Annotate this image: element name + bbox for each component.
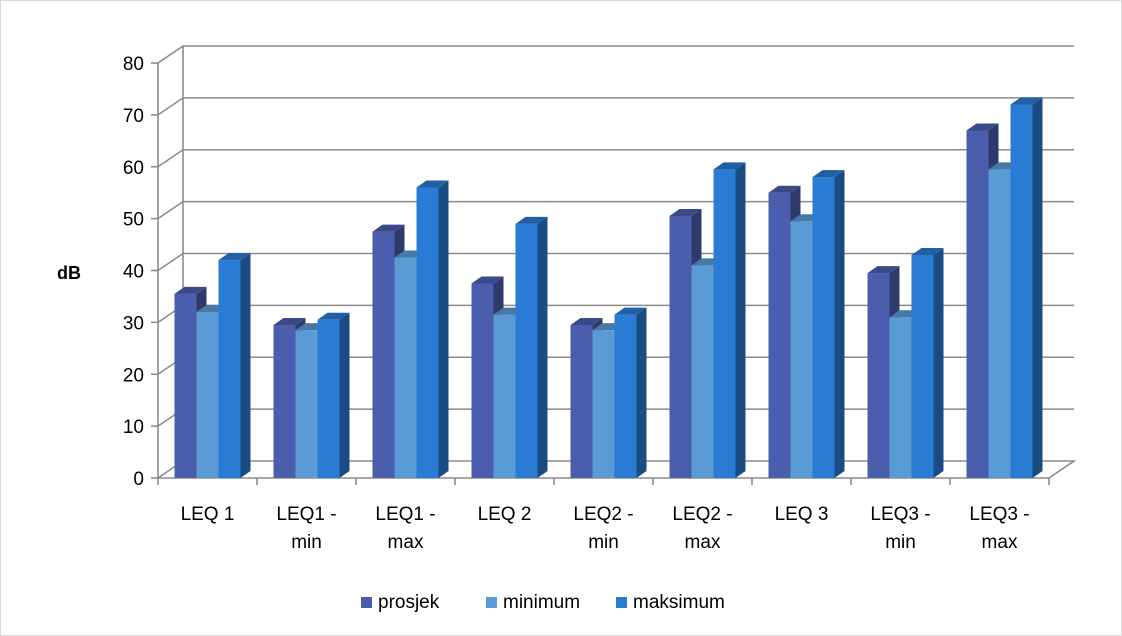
y-tick-label: 20 [123,365,144,386]
gridline-70 [157,97,1074,116]
legend-item-minimum: minimum [486,592,580,613]
x-tick-label: LEQ3 -max [969,504,1029,553]
legend-label: prosjek [378,592,440,613]
bar-maksimum [614,307,647,478]
bar-maksimum [713,162,746,478]
y-tick-label: 50 [123,210,144,231]
y-tick-label: 10 [123,417,144,438]
y-tick-label: 0 [133,469,144,490]
bar-maksimum [911,247,944,478]
x-tick-label: LEQ1 -min [276,504,336,553]
legend-label: maksimum [633,592,725,613]
y-tick-label: 30 [123,313,144,334]
bar-maksimum [812,170,845,478]
gridline-80 [157,45,1074,64]
gridline-50 [157,200,1074,220]
x-tick-label: LEQ2 -max [672,504,732,553]
legend-label: minimum [503,592,580,613]
y-tick-label: 70 [123,106,144,127]
y-tick-label: 40 [123,262,144,283]
bar-maksimum [218,253,251,478]
bar-maksimum [416,180,449,478]
legend: prosjek minimum maksimum [361,592,725,613]
axis-labels: 0 10 20 30 40 50 60 70 80 LEQ 1 LEQ1 -min LEQ1 -max… [123,54,1030,553]
legend-swatch [616,597,627,608]
x-tick-label: LEQ1 -max [375,504,435,553]
x-tick-label: LEQ2 -min [573,504,633,553]
x-tick-label: LEQ3 -min [870,504,930,553]
x-tick-label: LEQ 2 [478,504,532,525]
x-tick-label: LEQ 1 [181,504,235,525]
y-tick-label: 80 [123,54,144,75]
x-tick-label: LEQ 3 [775,504,829,525]
legend-swatch [361,597,372,608]
y-axis-label: dB [57,263,81,283]
legend-item-maksimum: maksimum [616,592,725,613]
y-tick-label: 60 [123,158,144,179]
bar-maksimum [1010,97,1043,478]
bars [174,97,1043,478]
legend-swatch [486,597,497,608]
bar-maksimum [515,216,548,478]
bar-maksimum [317,312,350,478]
gridline-60 [157,148,1074,168]
legend-item-prosjek: prosjek [361,592,440,613]
